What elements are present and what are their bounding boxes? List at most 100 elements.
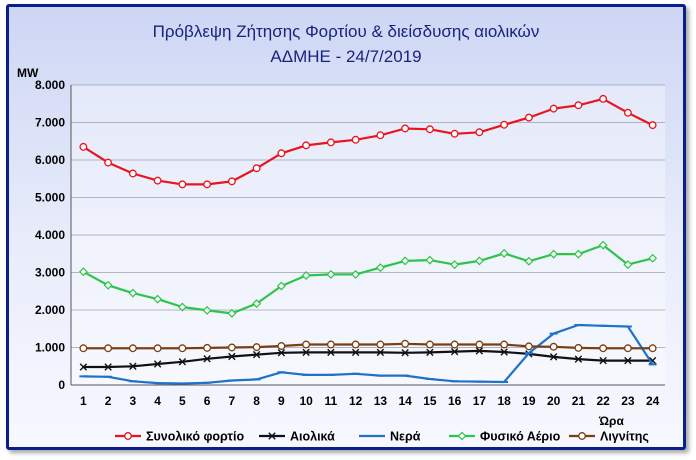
data-point — [128, 169, 137, 178]
data-point — [202, 305, 212, 315]
x-tick-label: 10 — [299, 394, 313, 408]
y-tick-label: 7.000 — [35, 116, 65, 130]
data-point — [178, 180, 187, 189]
data-point — [457, 431, 467, 441]
data-point — [574, 355, 583, 363]
series-group — [78, 240, 658, 318]
data-point — [624, 356, 632, 365]
data-point — [475, 347, 484, 355]
data-point — [376, 348, 385, 357]
data-point — [326, 138, 335, 147]
legend-item: Φυσικό Αέριο — [449, 430, 561, 444]
data-point — [598, 240, 608, 250]
data-point — [268, 432, 276, 440]
series-line — [83, 342, 653, 350]
data-point — [104, 344, 113, 353]
data-point — [128, 344, 137, 353]
data-point — [153, 360, 162, 368]
legend-label: Νερά — [390, 430, 421, 444]
legend-label: Φυσικό Αέριο — [480, 430, 561, 444]
axes — [70, 85, 665, 386]
data-point — [599, 356, 607, 365]
data-point — [376, 131, 385, 140]
x-tick-label: 2 — [105, 394, 112, 408]
data-point — [153, 344, 162, 353]
x-tick-label: 1 — [80, 394, 87, 408]
chart-title-line1: Πρόβλεψη Ζήτησης Φορτίου & διείσδυσης αι… — [153, 22, 540, 41]
x-axis-unit: Ώρα — [598, 414, 624, 428]
data-point — [351, 135, 360, 144]
data-point — [549, 342, 558, 351]
data-point — [475, 128, 484, 137]
data-point — [425, 340, 434, 349]
data-point — [128, 288, 138, 298]
data-point — [227, 177, 236, 186]
data-point — [648, 253, 658, 263]
data-point — [400, 256, 410, 266]
series-line — [83, 349, 653, 369]
data-point — [277, 149, 286, 158]
data-point — [351, 269, 361, 279]
data-point — [326, 269, 336, 279]
x-tick-label: 16 — [448, 394, 462, 408]
data-point — [426, 348, 434, 357]
data-point — [574, 343, 583, 352]
data-point — [252, 164, 261, 173]
legend-item: Αιολικά — [259, 430, 335, 444]
series-group — [79, 339, 657, 353]
data-point — [351, 340, 360, 349]
x-tick-label: 7 — [229, 394, 236, 408]
chart-title-line2: ΑΔΜΗΕ - 24/7/2019 — [270, 47, 421, 66]
x-tick-label: 19 — [522, 394, 536, 408]
data-point — [79, 344, 88, 353]
data-point — [129, 362, 137, 370]
data-point — [499, 248, 509, 258]
data-point — [277, 349, 286, 357]
chart-frame: Πρόβλεψη Ζήτησης Φορτίου & διείσδυσης αι… — [6, 4, 686, 450]
data-point — [351, 348, 360, 357]
data-point — [401, 349, 409, 357]
data-point — [228, 352, 236, 361]
tick-labels: 0 1.000 2.000 3.000 4.000 5.000 6.000 7.000 8.00… — [35, 78, 660, 408]
data-point — [203, 343, 212, 352]
legend-item: Συνολικό φορτίο — [115, 430, 244, 444]
data-point — [450, 129, 459, 138]
x-tick-label: 21 — [572, 394, 586, 408]
y-tick-label: 4.000 — [35, 228, 65, 242]
y-tick-label: 6.000 — [35, 153, 65, 167]
x-tick-label: 22 — [596, 394, 610, 408]
data-point — [104, 158, 113, 167]
x-tick-label: 11 — [325, 394, 338, 408]
data-point — [573, 249, 583, 259]
data-point — [574, 101, 583, 110]
y-axis-unit: MW — [17, 66, 39, 80]
x-tick-label: 6 — [204, 394, 211, 408]
legend-item: Λιγνίτης — [569, 430, 649, 444]
data-point — [252, 299, 262, 309]
data-point — [578, 432, 586, 440]
data-point — [252, 350, 261, 359]
data-point — [599, 344, 608, 353]
data-point — [276, 281, 286, 291]
series-group — [79, 323, 657, 385]
data-point — [178, 358, 187, 366]
data-point — [425, 125, 434, 134]
x-tick-label: 15 — [423, 394, 437, 408]
data-point — [301, 271, 311, 280]
data-point — [524, 256, 534, 266]
x-tick-label: 17 — [473, 394, 487, 408]
data-point — [203, 180, 212, 189]
data-point — [401, 124, 410, 133]
series-line — [83, 323, 654, 385]
data-point — [549, 249, 559, 259]
data-point — [153, 176, 162, 185]
data-point — [104, 363, 112, 371]
data-point — [203, 355, 211, 363]
data-point — [227, 308, 237, 318]
data-point — [623, 108, 632, 117]
x-tick-label: 5 — [179, 394, 186, 408]
data-point — [425, 255, 435, 265]
data-point — [302, 141, 311, 150]
series-group — [79, 94, 657, 189]
data-point — [227, 343, 236, 352]
